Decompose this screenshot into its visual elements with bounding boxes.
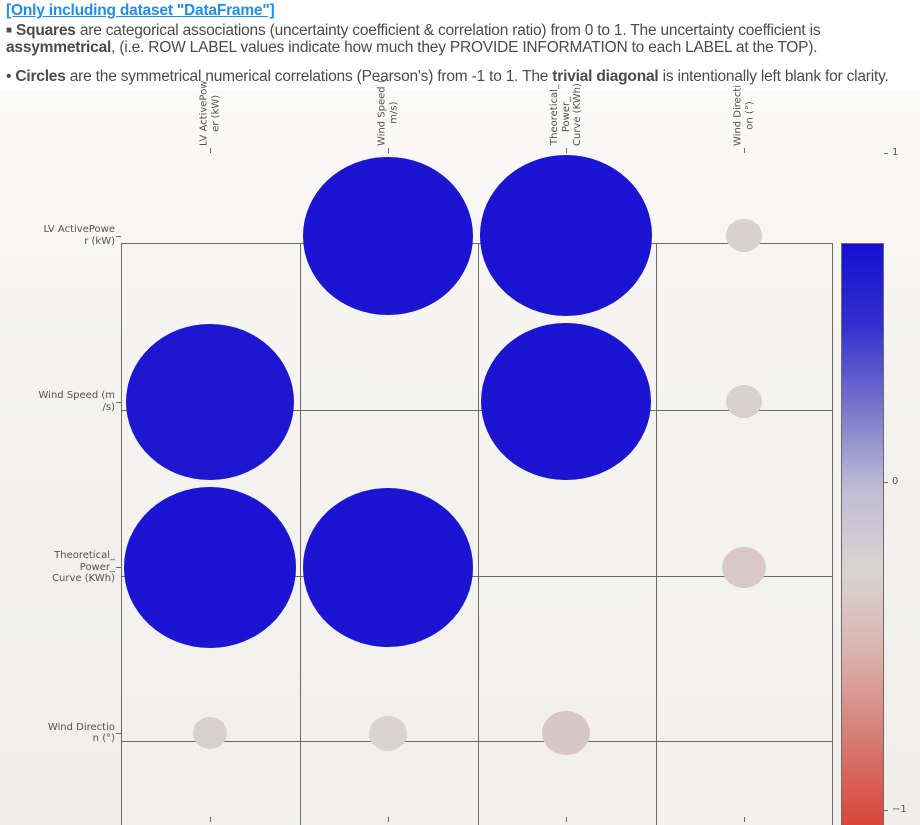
circles-keyword: Circles xyxy=(15,67,66,85)
squares-keyword: Squares xyxy=(15,21,76,39)
circles-text-1: are the symmetrical numerical correlatio… xyxy=(65,67,553,85)
axis-tick-bottom xyxy=(388,817,389,822)
axis-tick-left xyxy=(116,733,121,735)
assymmetrical-keyword: assymmetrical xyxy=(6,39,112,57)
colorbar xyxy=(841,243,884,825)
gridline-horizontal xyxy=(122,409,832,411)
corr-circle-r1c0 xyxy=(126,323,294,480)
colorbar-tick xyxy=(884,481,888,483)
row-label-0: LV ActivePowe r (kW) xyxy=(43,224,115,247)
circles-text-2: is intentionally left blank for clarity. xyxy=(658,67,889,85)
axis-tick-top xyxy=(210,148,211,153)
squares-text-1: are categorical associations (uncertaint… xyxy=(75,21,821,39)
axis-tick-bottom xyxy=(210,817,211,822)
col-label-1: Wind Speed ( m/s) xyxy=(376,79,400,146)
colorbar-tick xyxy=(884,153,888,154)
row-label-2: Theoretical_ Power_ Curve (KWh) xyxy=(52,550,115,585)
gridline-vertical xyxy=(300,244,301,825)
colorbar-tick-label-−1: −1 xyxy=(892,804,907,815)
axis-tick-left xyxy=(116,235,121,237)
axis-tick-left xyxy=(116,567,121,569)
circles-description: • Circles are the symmetrical numerical … xyxy=(6,68,914,86)
axis-tick-left xyxy=(116,401,121,403)
corr-circle-r2c1 xyxy=(302,487,474,647)
gridline-vertical xyxy=(656,244,657,825)
square-bullet-icon: ■ xyxy=(6,24,12,36)
axis-tick-top xyxy=(744,148,745,153)
corr-circle-r3c2 xyxy=(541,710,591,756)
corr-circle-r0c3 xyxy=(726,219,762,253)
row-label-1: Wind Speed (m /s) xyxy=(38,390,115,413)
axis-tick-top xyxy=(388,148,389,153)
corr-circle-r0c1 xyxy=(303,157,473,315)
corr-circle-r2c0 xyxy=(123,486,297,648)
corr-circle-r0c2 xyxy=(479,155,653,317)
axis-tick-top xyxy=(566,148,567,153)
squares-text-2: , (i.e. ROW LABEL values indicate how mu… xyxy=(111,39,818,57)
circle-bullet-icon: • xyxy=(6,67,12,85)
squares-description: ■ Squares are categorical associations (… xyxy=(6,22,914,57)
corr-circle-r1c3 xyxy=(726,385,762,419)
gridline-horizontal xyxy=(122,741,832,743)
row-label-3: Wind Directio n (°) xyxy=(47,721,115,745)
header-notes: [Only including dataset "DataFrame"] ■ S… xyxy=(6,2,914,86)
colorbar-tick-label-0: 0 xyxy=(892,475,899,487)
axis-tick-bottom xyxy=(566,817,567,822)
corr-circle-r3c1 xyxy=(369,715,407,751)
axis-tick-bottom xyxy=(744,817,745,822)
trivial-diagonal-keyword: trivial diagonal xyxy=(552,67,659,85)
col-label-3: Wind Directi on (°) xyxy=(732,84,756,146)
gridline-horizontal xyxy=(122,575,832,577)
colorbar-tick xyxy=(884,810,888,811)
colorbar-tick-label-1: 1 xyxy=(892,147,899,158)
gridline-vertical xyxy=(478,244,479,825)
corr-circle-r2c3 xyxy=(721,546,767,589)
col-label-2: Theoretical_ Power_ Curve (KWh) xyxy=(548,83,583,146)
associations-figure: LV ActivePowe r (kW) Wind Speed (m /s) The… xyxy=(0,79,920,825)
corr-circle-r3c0 xyxy=(193,717,227,749)
corr-circle-r1c2 xyxy=(481,322,651,481)
col-label-0: LV ActivePow er (kW) xyxy=(198,80,222,146)
dataset-link[interactable]: [Only including dataset "DataFrame"] xyxy=(6,2,275,19)
